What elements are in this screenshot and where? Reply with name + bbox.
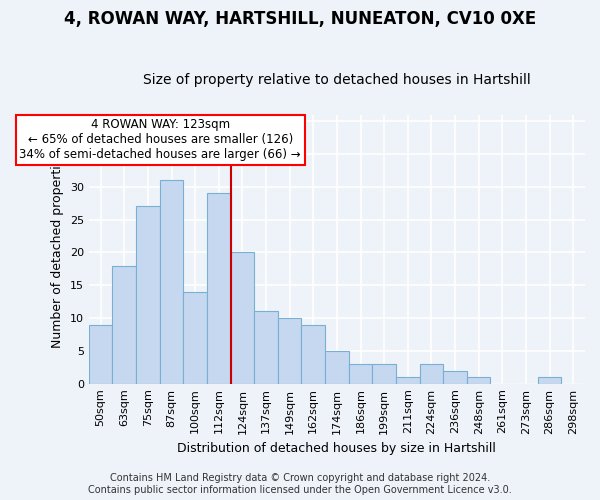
Bar	[160, 180, 184, 384]
Bar	[254, 312, 278, 384]
Bar	[538, 377, 562, 384]
Title: Size of property relative to detached houses in Hartshill: Size of property relative to detached ho…	[143, 73, 531, 87]
Bar	[396, 377, 419, 384]
Text: 4 ROWAN WAY: 123sqm
← 65% of detached houses are smaller (126)
34% of semi-detac: 4 ROWAN WAY: 123sqm ← 65% of detached ho…	[19, 118, 301, 162]
Bar	[467, 377, 490, 384]
Bar	[112, 266, 136, 384]
Bar	[325, 351, 349, 384]
Y-axis label: Number of detached properties: Number of detached properties	[51, 150, 64, 348]
Bar	[136, 206, 160, 384]
Text: Contains HM Land Registry data © Crown copyright and database right 2024.
Contai: Contains HM Land Registry data © Crown c…	[88, 474, 512, 495]
Bar	[419, 364, 443, 384]
Bar	[89, 324, 112, 384]
X-axis label: Distribution of detached houses by size in Hartshill: Distribution of detached houses by size …	[178, 442, 496, 455]
Bar	[301, 324, 325, 384]
Bar	[230, 252, 254, 384]
Bar	[184, 292, 207, 384]
Bar	[443, 370, 467, 384]
Text: 4, ROWAN WAY, HARTSHILL, NUNEATON, CV10 0XE: 4, ROWAN WAY, HARTSHILL, NUNEATON, CV10 …	[64, 10, 536, 28]
Bar	[278, 318, 301, 384]
Bar	[207, 194, 230, 384]
Bar	[349, 364, 373, 384]
Bar	[373, 364, 396, 384]
